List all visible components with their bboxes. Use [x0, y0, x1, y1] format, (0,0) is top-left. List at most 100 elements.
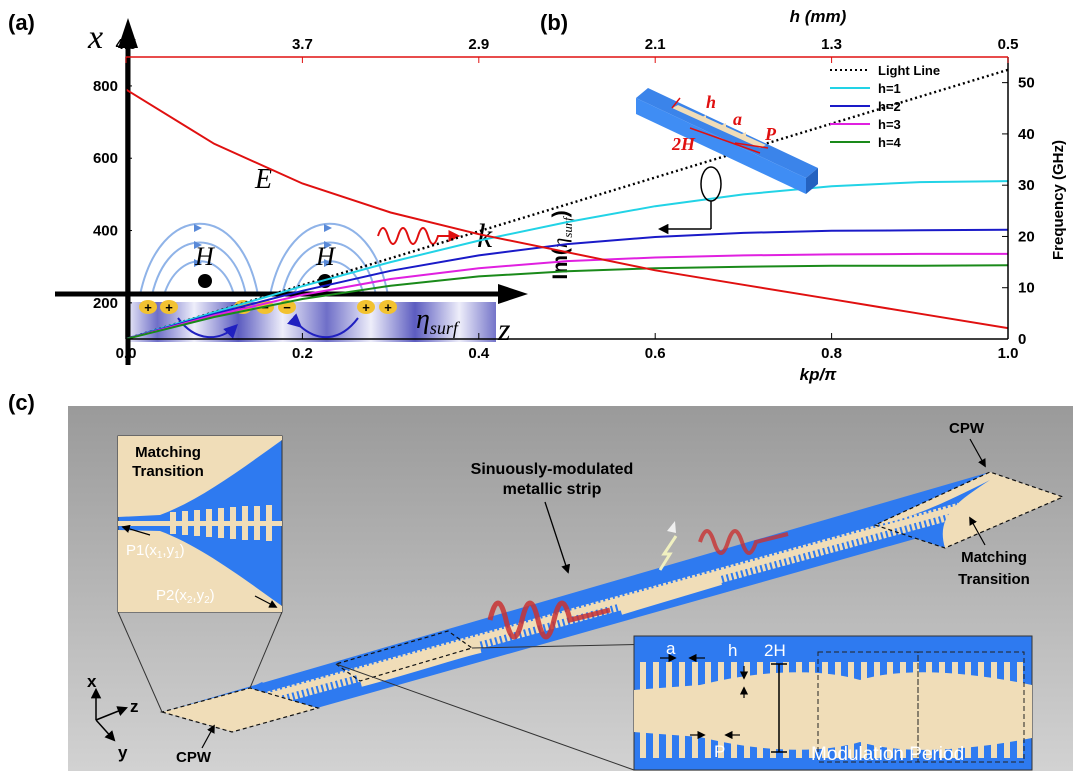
point-p1-label: P1(x1,y1): [126, 542, 185, 561]
series-line-h-3: [126, 252, 1008, 339]
series-line-h-2: [126, 228, 1008, 339]
comb-tooth: [848, 662, 854, 694]
series-line-impedance: [126, 88, 1008, 330]
comb-tooth: [692, 662, 698, 694]
inset-a-label: a: [733, 109, 742, 129]
x-tick-label: 0.6: [645, 345, 666, 362]
comb-tooth: [1017, 662, 1023, 694]
axis-indicator-ellipse: [700, 166, 722, 202]
comb-tooth: [835, 726, 841, 758]
current-arrow-2: [286, 313, 359, 339]
x-tick-label: 0.0: [116, 345, 137, 362]
dim-2h-label: 2H: [764, 641, 786, 660]
axis-z-label: z: [497, 311, 511, 347]
comb-tooth: [978, 662, 984, 694]
comb-tooth: [757, 662, 763, 694]
comb-tooth: [744, 726, 750, 758]
comb-tooth: [991, 662, 997, 694]
eta-surf-label: ηsurf: [416, 304, 461, 338]
comb-tooth: [666, 726, 672, 758]
legend-label: h=1: [878, 81, 901, 96]
comb-tooth: [939, 726, 945, 758]
comb-tooth: [913, 726, 919, 758]
modulation-inset: a h 2H P Modulation Period: [633, 635, 1033, 771]
comb-tooth: [705, 662, 711, 694]
inset-title-line1: Matching: [135, 444, 201, 461]
comb-tooth: [640, 662, 646, 694]
comb-tooth: [679, 662, 685, 694]
panel-a: (a) x z E H H k +: [8, 10, 528, 365]
comb-tooth: [731, 726, 737, 758]
comb-tooth: [952, 726, 958, 758]
strip-label-line2: metallic strip: [503, 481, 602, 498]
direction-marker-icon: [667, 521, 676, 533]
comb-tooth: [939, 662, 945, 694]
unit-cell-inset: h a 2H P: [636, 88, 818, 194]
legend-label: Light Line: [878, 63, 940, 78]
cpw-top-label: CPW: [949, 420, 985, 437]
charge-positive: +: [357, 300, 375, 315]
point-p2-label: P2(x2,y2): [156, 587, 215, 606]
y-right-tick-label: 20: [1018, 228, 1035, 245]
inset-title-line2: Transition: [132, 463, 204, 480]
dim-h-label: h: [728, 641, 737, 660]
inset-h-marker: [671, 97, 681, 109]
y-left-tick-label: 400: [93, 223, 118, 240]
comb-tooth: [770, 662, 776, 694]
top-tick-label: 3.7: [292, 36, 313, 53]
comb-tooth: [900, 662, 906, 694]
field-h2-label: H: [315, 242, 336, 271]
strip-label-line1: Sinuously-modulated: [471, 461, 634, 478]
x-axis-arrow-icon: [118, 18, 138, 48]
comb-tooth: [913, 662, 919, 694]
panel-a-label: (a): [8, 10, 35, 35]
top-tick-label: 4.5: [116, 36, 137, 53]
comb-tooth: [796, 662, 802, 694]
comb-tooth: [848, 726, 854, 758]
legend-label: h=3: [878, 117, 901, 132]
y-right-tick-label: 10: [1018, 280, 1035, 297]
comb-tooth: [978, 726, 984, 758]
comb-tooth: [718, 662, 724, 694]
svg-text:−: −: [283, 300, 291, 315]
top-axis-title: h (mm): [790, 7, 847, 26]
top-tick-label: 0.5: [998, 36, 1019, 53]
comb-tooth: [874, 662, 880, 694]
svg-text:+: +: [165, 300, 173, 315]
charge-positive: +: [139, 300, 157, 315]
comb-tooth: [991, 726, 997, 758]
legend-label: h=4: [878, 135, 902, 150]
inset-p-label: P: [764, 124, 777, 144]
coordinate-triad: x z y: [87, 672, 139, 762]
wave-arrow: [377, 227, 461, 245]
chart-plot: 0.0 0.2 0.4 0.6 0.8 1.0 200 400 600 800 0 10 20 30 40 5…: [93, 36, 1035, 362]
triad-x-label: x: [87, 672, 97, 691]
comb-tooth: [783, 726, 789, 758]
comb-tooth: [835, 662, 841, 694]
comb-tooth: [770, 726, 776, 758]
wave-k-label: k: [477, 218, 493, 255]
comb-tooth: [666, 662, 672, 694]
wave-packet-1: [487, 600, 611, 640]
comb-tooth: [887, 726, 893, 758]
x-tick-label: 0.2: [292, 345, 313, 362]
comb-tooth: [887, 662, 893, 694]
comb-tooth: [796, 726, 802, 758]
triad-y-label: y: [118, 743, 128, 762]
comb-tooth: [809, 662, 815, 694]
inset-2h-label: 2H: [671, 134, 696, 154]
inset-p-marker: [734, 142, 769, 149]
series-group: [126, 68, 1008, 339]
comb-tooth: [900, 726, 906, 758]
field-e-label: E: [254, 164, 272, 195]
svg-text:+: +: [144, 300, 152, 315]
y-right-tick-label: 40: [1018, 126, 1035, 143]
comb-tooth: [718, 726, 724, 758]
charge-positive: +: [379, 300, 397, 315]
axis-x-label: x: [87, 19, 103, 56]
series-line-light-line: [126, 68, 1008, 339]
y-right-axis-title: Frequency (GHz): [1050, 140, 1067, 260]
x-tick-label: 0.4: [468, 345, 490, 362]
lightning-icon: [658, 535, 678, 571]
